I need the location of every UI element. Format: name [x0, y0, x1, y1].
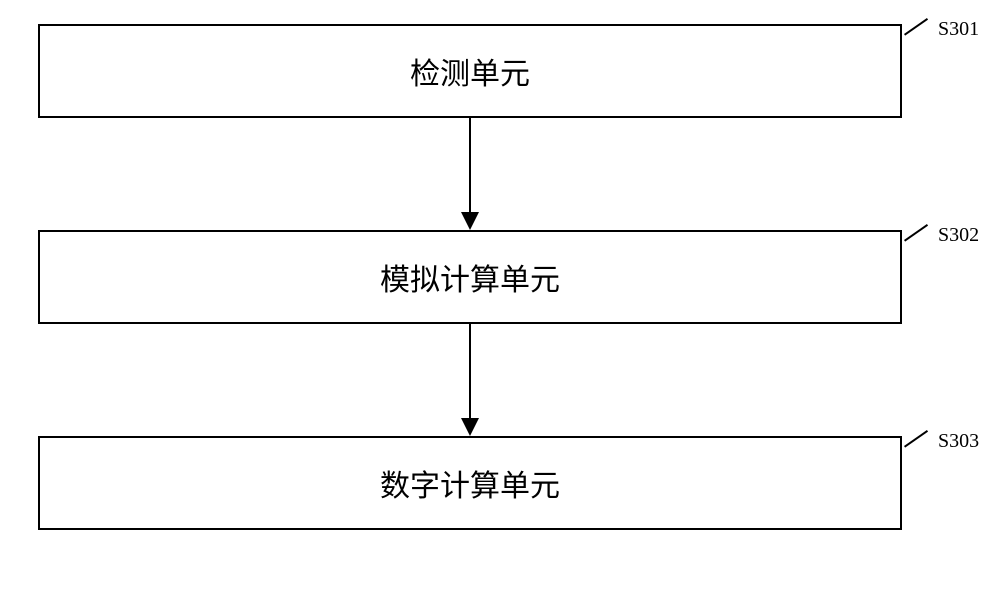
flowchart-node-label: 数字计算单元: [380, 461, 560, 505]
flowchart-node: 模拟计算单元: [38, 230, 902, 324]
flowchart-node: 数字计算单元: [38, 436, 902, 530]
flowchart-node-label: 模拟计算单元: [380, 255, 560, 299]
reference-label: S303: [938, 430, 979, 453]
flowchart-arrow-line: [469, 118, 471, 212]
reference-tick: [904, 430, 928, 448]
flowchart-arrow-head-icon: [461, 212, 479, 230]
reference-label: S302: [938, 224, 979, 247]
diagram-canvas: 检测单元 S301 模拟计算单元 S302 数字计算单元 S303: [0, 0, 1000, 597]
flowchart-node-label: 检测单元: [410, 49, 530, 93]
flowchart-arrow-head-icon: [461, 418, 479, 436]
reference-label: S301: [938, 18, 979, 41]
flowchart-arrow-line: [469, 324, 471, 418]
flowchart-node: 检测单元: [38, 24, 902, 118]
reference-tick: [904, 224, 928, 242]
reference-tick: [904, 18, 928, 36]
